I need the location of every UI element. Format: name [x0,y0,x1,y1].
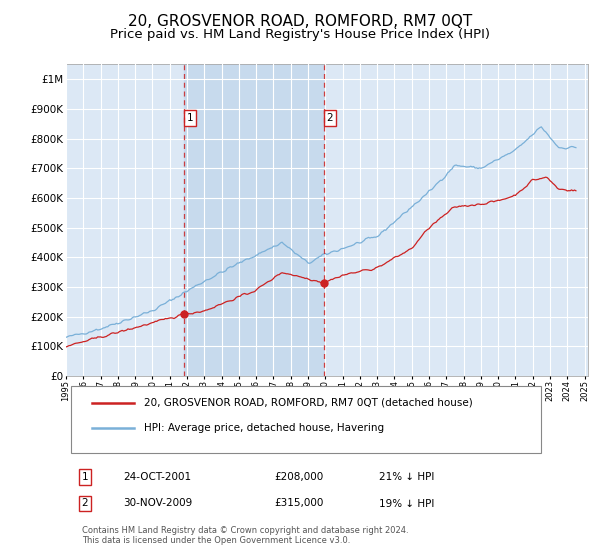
Text: £208,000: £208,000 [275,472,324,482]
Text: 1: 1 [82,472,88,482]
Text: 24-OCT-2001: 24-OCT-2001 [124,472,191,482]
Text: 2: 2 [82,498,88,508]
Text: HPI: Average price, detached house, Havering: HPI: Average price, detached house, Have… [145,423,385,433]
Text: 21% ↓ HPI: 21% ↓ HPI [379,472,434,482]
Text: Price paid vs. HM Land Registry's House Price Index (HPI): Price paid vs. HM Land Registry's House … [110,28,490,41]
Text: 20, GROSVENOR ROAD, ROMFORD, RM7 0QT (detached house): 20, GROSVENOR ROAD, ROMFORD, RM7 0QT (de… [145,398,473,408]
Text: 1: 1 [187,113,193,123]
Bar [184,64,324,376]
Text: £315,000: £315,000 [275,498,324,508]
Text: 2: 2 [326,113,333,123]
FancyBboxPatch shape [71,386,541,453]
Text: 30-NOV-2009: 30-NOV-2009 [124,498,193,508]
Text: Contains HM Land Registry data © Crown copyright and database right 2024.
This d: Contains HM Land Registry data © Crown c… [82,526,408,545]
Text: 19% ↓ HPI: 19% ↓ HPI [379,498,434,508]
Text: 20, GROSVENOR ROAD, ROMFORD, RM7 0QT: 20, GROSVENOR ROAD, ROMFORD, RM7 0QT [128,14,472,29]
